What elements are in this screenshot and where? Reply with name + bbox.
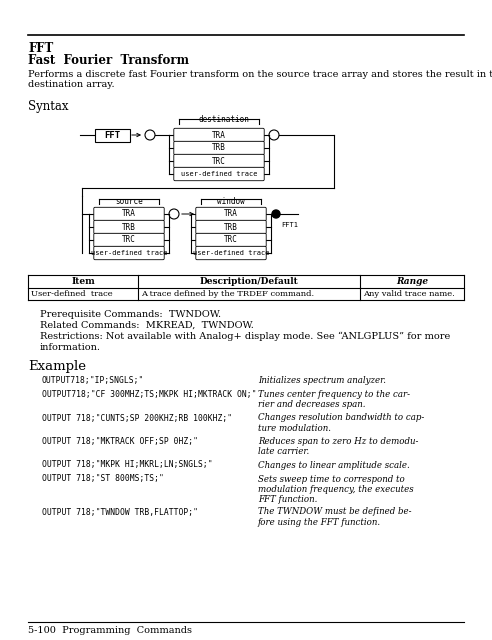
FancyBboxPatch shape <box>174 141 264 155</box>
Text: TRC: TRC <box>224 236 238 244</box>
Text: source: source <box>115 197 143 206</box>
FancyBboxPatch shape <box>174 167 264 180</box>
Text: Range: Range <box>396 277 428 286</box>
Text: OUTPUT 718;"ST 800MS;TS;": OUTPUT 718;"ST 800MS;TS;" <box>42 474 164 483</box>
Text: destination: destination <box>199 115 249 124</box>
Text: window: window <box>217 197 245 206</box>
Text: OUTPUT 718;"CUNTS;SP 200KHZ;RB 100KHZ;": OUTPUT 718;"CUNTS;SP 200KHZ;RB 100KHZ;" <box>42 413 232 422</box>
FancyBboxPatch shape <box>94 246 164 260</box>
FancyBboxPatch shape <box>196 246 266 260</box>
Text: Initializes spectrum analyzer.: Initializes spectrum analyzer. <box>258 376 386 385</box>
Text: user-defined trace: user-defined trace <box>181 171 257 177</box>
Text: The TWNDOW must be defined be-
fore using the FFT function.: The TWNDOW must be defined be- fore usin… <box>258 508 411 527</box>
Text: OUTPUT 718;"TWNDOW TRB,FLATTOP;": OUTPUT 718;"TWNDOW TRB,FLATTOP;" <box>42 508 198 516</box>
FancyBboxPatch shape <box>94 220 164 234</box>
Text: Changes resolution bandwidth to cap-
ture modulation.: Changes resolution bandwidth to cap- tur… <box>258 413 424 433</box>
FancyBboxPatch shape <box>196 207 266 221</box>
FancyBboxPatch shape <box>94 129 129 141</box>
Text: OUTPUT718;"CF 300MHZ;TS;MKPK HI;MKTRACK ON;": OUTPUT718;"CF 300MHZ;TS;MKPK HI;MKTRACK … <box>42 390 256 399</box>
Text: FFT1: FFT1 <box>281 222 298 228</box>
Text: Item: Item <box>71 277 95 286</box>
Text: OUTPUT718;"IP;SNGLS;": OUTPUT718;"IP;SNGLS;" <box>42 376 144 385</box>
Text: FFT: FFT <box>104 131 120 140</box>
Text: Sets sweep time to correspond to
modulation frequency, the executes
FFT function: Sets sweep time to correspond to modulat… <box>258 474 414 504</box>
FancyBboxPatch shape <box>94 234 164 246</box>
Text: Description/Default: Description/Default <box>200 277 298 286</box>
Text: TRA: TRA <box>224 209 238 218</box>
FancyBboxPatch shape <box>174 128 264 141</box>
Text: Tunes center frequency to the car-
rier and decreases span.: Tunes center frequency to the car- rier … <box>258 390 410 410</box>
FancyBboxPatch shape <box>196 234 266 246</box>
Text: TRB: TRB <box>224 223 238 232</box>
Text: TRB: TRB <box>212 143 226 152</box>
Text: FFT: FFT <box>28 42 53 55</box>
Text: Example: Example <box>28 360 86 373</box>
Text: User-defined  trace: User-defined trace <box>31 290 113 298</box>
Text: Fast  Fourier  Transform: Fast Fourier Transform <box>28 54 189 67</box>
FancyBboxPatch shape <box>94 207 164 221</box>
Text: OUTPUT 718;"MKPK HI;MKRL;LN;SNGLS;": OUTPUT 718;"MKPK HI;MKRL;LN;SNGLS;" <box>42 461 213 470</box>
Text: Any valid trace name.: Any valid trace name. <box>363 290 455 298</box>
Text: TRA: TRA <box>122 209 136 218</box>
Text: OUTPUT 718;"MKTRACK OFF;SP 0HZ;": OUTPUT 718;"MKTRACK OFF;SP 0HZ;" <box>42 437 198 446</box>
Text: Syntax: Syntax <box>28 100 68 113</box>
Text: user-defined trace: user-defined trace <box>193 250 269 256</box>
Text: Related Commands:  MKREAD,  TWNDOW.: Related Commands: MKREAD, TWNDOW. <box>40 321 254 330</box>
Text: Prerequisite Commands:  TWNDOW.: Prerequisite Commands: TWNDOW. <box>40 310 221 319</box>
Text: A trace defined by the TRDEF command.: A trace defined by the TRDEF command. <box>141 290 314 298</box>
Text: TRB: TRB <box>122 223 136 232</box>
Text: Reduces span to zero Hz to demodu-
late carrier.: Reduces span to zero Hz to demodu- late … <box>258 437 418 456</box>
Text: TRC: TRC <box>212 157 226 166</box>
Text: TRA: TRA <box>212 131 226 140</box>
Text: TRC: TRC <box>122 236 136 244</box>
Text: Performs a discrete fast Fourier transform on the source trace array and stores : Performs a discrete fast Fourier transfo… <box>28 70 492 90</box>
Text: user-defined trace: user-defined trace <box>91 250 167 256</box>
Circle shape <box>272 210 280 218</box>
FancyBboxPatch shape <box>174 154 264 168</box>
FancyBboxPatch shape <box>196 220 266 234</box>
Text: Changes to linear amplitude scale.: Changes to linear amplitude scale. <box>258 461 410 470</box>
Text: Restrictions: Not available with Analog+ display mode. See “ANLGPLUS” for more
i: Restrictions: Not available with Analog+… <box>40 332 450 352</box>
Text: 5-100  Programming  Commands: 5-100 Programming Commands <box>28 626 192 635</box>
